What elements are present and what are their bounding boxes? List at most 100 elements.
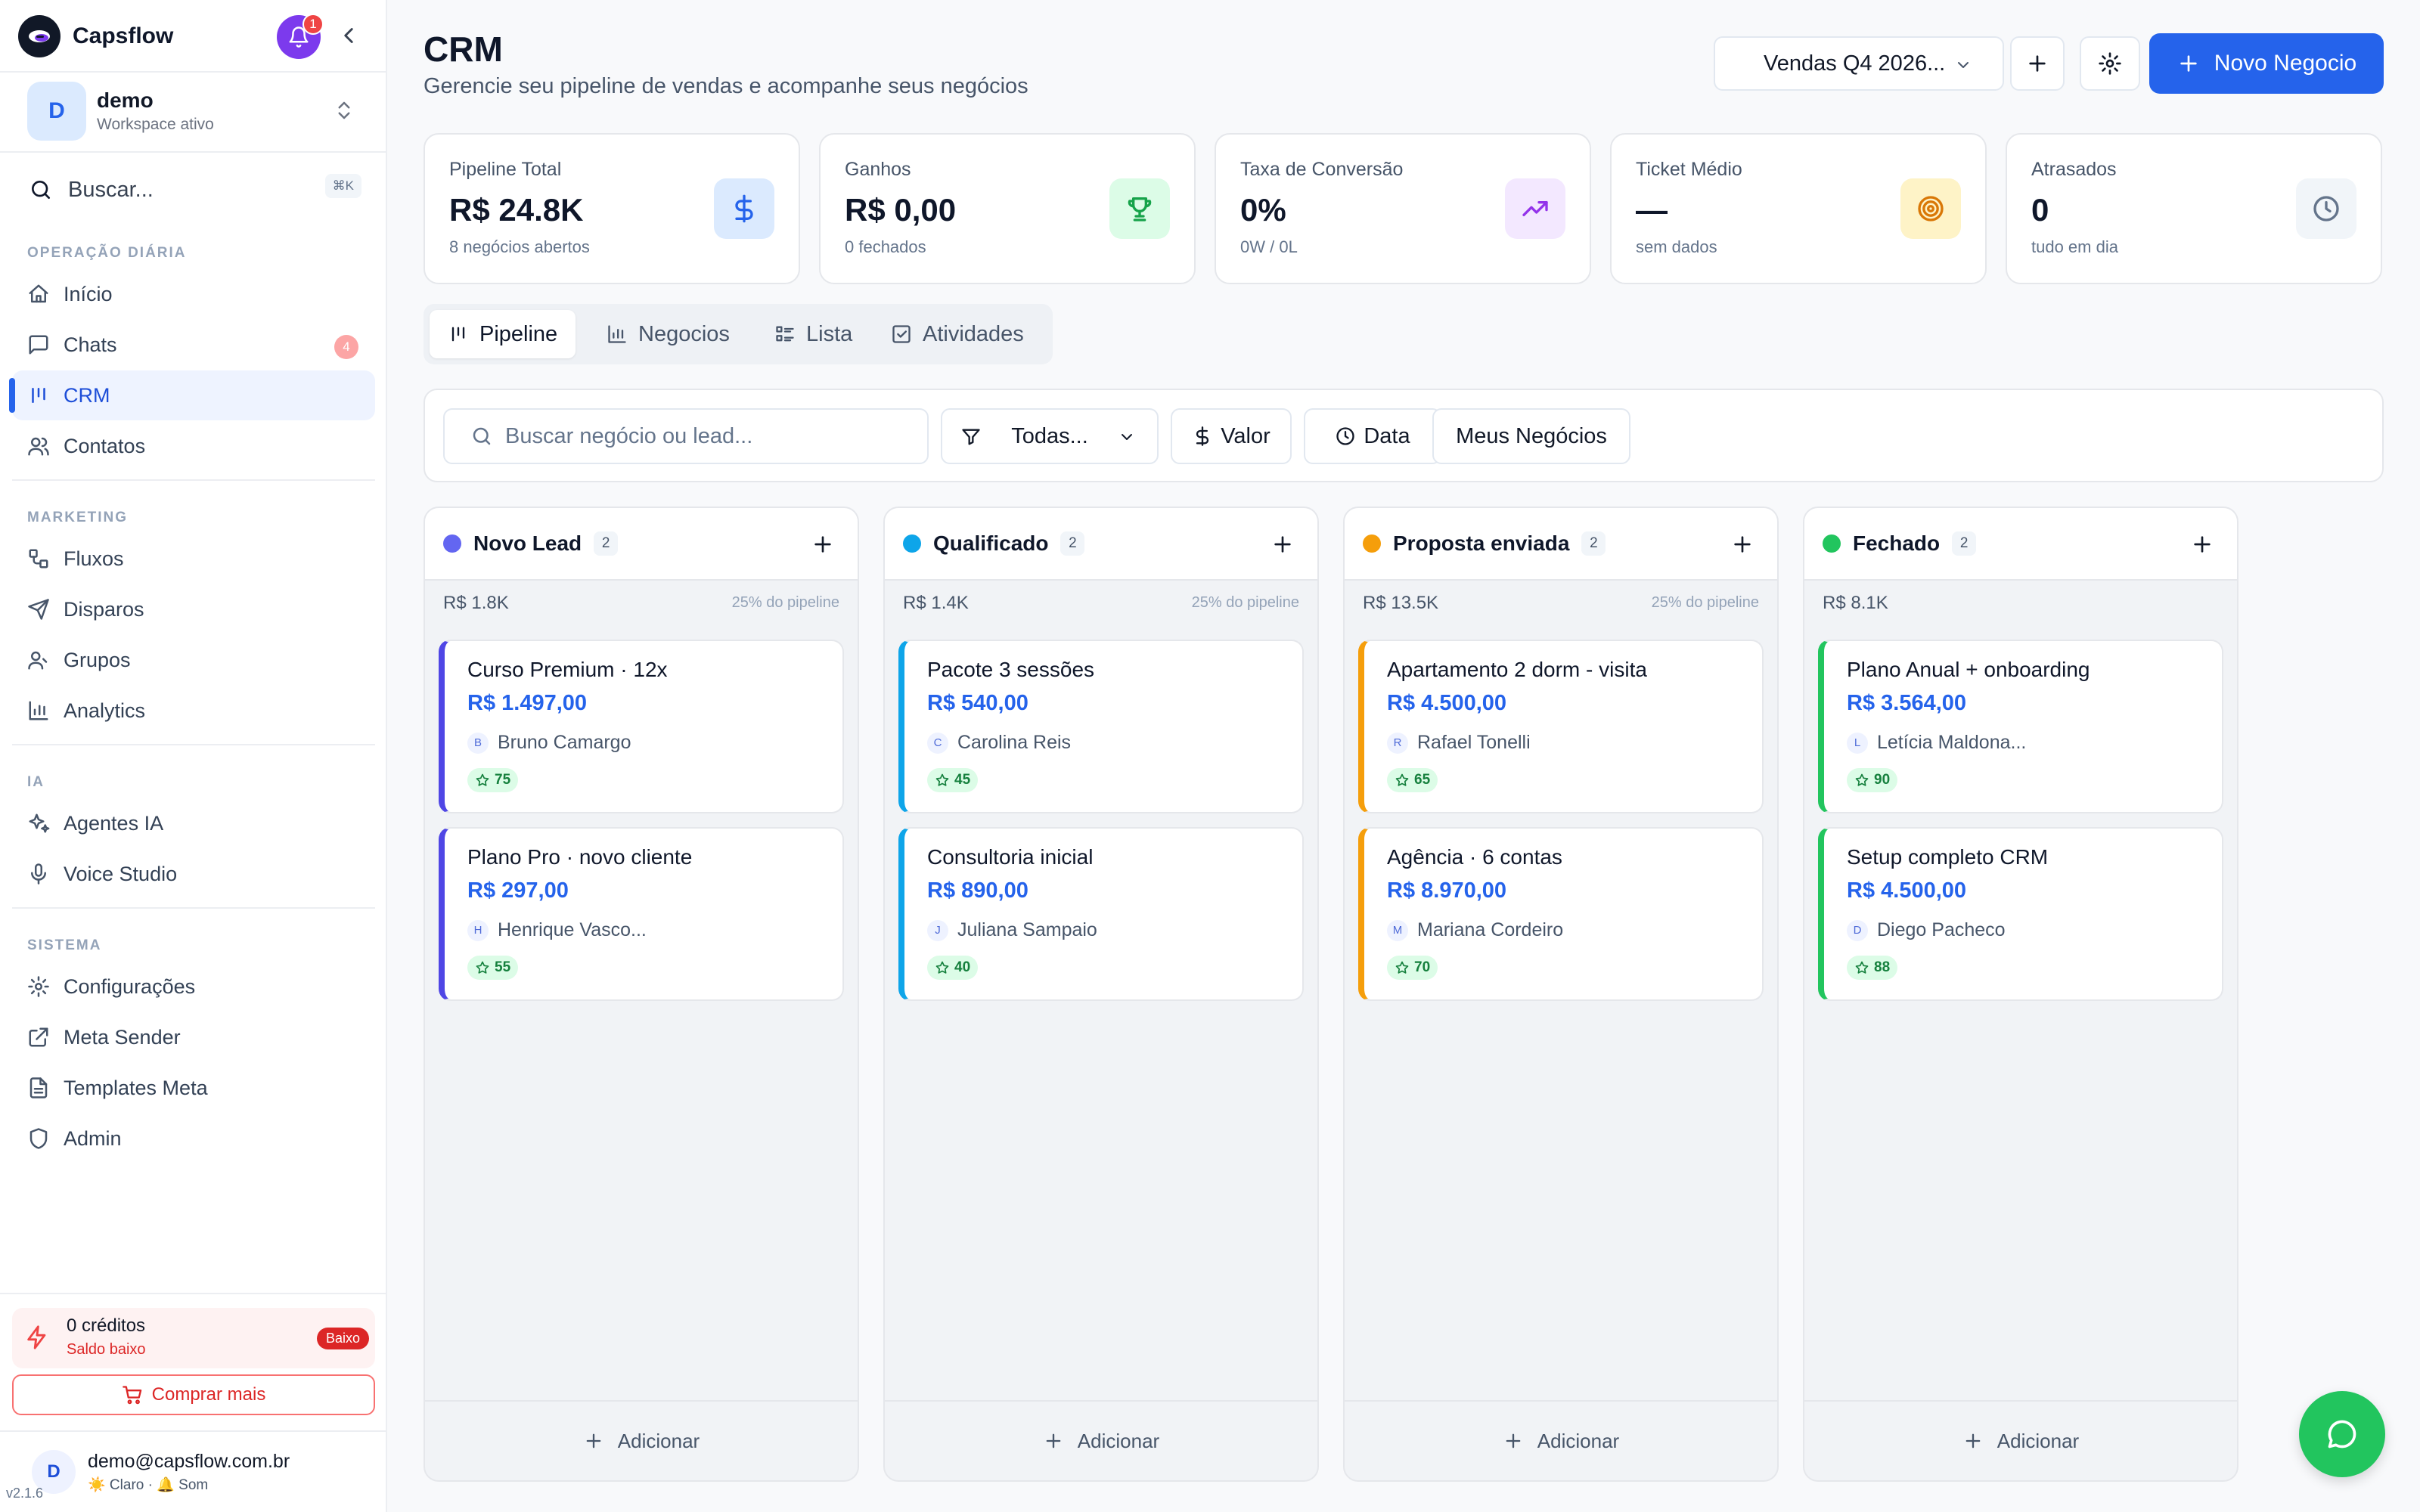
sidebar-item-meta-sender[interactable]: Meta Sender [12, 1012, 375, 1062]
tab-atividades[interactable]: Atividades [873, 310, 1042, 358]
my-deals-label: Meus Negócios [1456, 423, 1607, 448]
buy-credits-label: Comprar mais [151, 1384, 266, 1405]
add-pipeline-button[interactable] [2010, 36, 2065, 91]
notification-badge: 1 [302, 14, 324, 35]
add-deal-plus-icon[interactable] [1270, 532, 1295, 556]
sidebar-item-label: Templates Meta [64, 1076, 208, 1099]
deal-card[interactable]: Consultoria inicial R$ 890,00 J Juliana Sam… [898, 827, 1304, 1001]
sidebar-item-agentes-ia[interactable]: Agentes IA [12, 798, 375, 848]
divider [0, 1293, 387, 1294]
add-deal-label: Adicionar [1537, 1429, 1620, 1452]
lead-score: 40 [954, 959, 971, 975]
column-title: Fechado [1853, 531, 1941, 555]
global-search[interactable]: Buscar... ⌘K [29, 171, 361, 209]
buy-credits-button[interactable]: Comprar mais [12, 1374, 375, 1415]
user-email: demo@capsflow.com.br [88, 1450, 290, 1472]
sidebar-item-analytics[interactable]: Analytics [12, 686, 375, 736]
sidebar-item-templates-meta[interactable]: Templates Meta [12, 1063, 375, 1113]
add-deal-button[interactable]: Adicionar [1804, 1400, 2237, 1480]
column-pipeline-share: 25% do pipeline [1651, 594, 1759, 611]
stat-card-atrasados: Atrasados 0 tudo em dia [2006, 133, 2382, 284]
tab-negocios[interactable]: Negocios [588, 310, 748, 358]
lead-score-badge: 40 [927, 956, 979, 980]
sidebar-item-chats[interactable]: Chats 4 [12, 320, 375, 370]
search-icon [470, 425, 493, 448]
tab-label: Atividades [923, 321, 1024, 346]
pipeline-select[interactable]: Vendas Q4 2026... [1714, 36, 2004, 91]
user-profile[interactable]: D demo@capsflow.com.br ☀️ Claro · 🔔 Som [32, 1450, 290, 1494]
brand[interactable]: Capsflow [18, 15, 173, 57]
sidebar-item-contatos[interactable]: Contatos [12, 421, 375, 471]
credits-card: 0 créditos Saldo baixo Baixo [12, 1308, 375, 1368]
sidebar-item-fluxos[interactable]: Fluxos [12, 534, 375, 584]
add-deal-plus-icon[interactable] [811, 532, 835, 556]
new-deal-button[interactable]: Novo Negocio [2149, 33, 2384, 94]
deal-card[interactable]: Agência · 6 contas R$ 8.970,00 M Mariana Co… [1358, 827, 1764, 1001]
divider [0, 151, 387, 153]
add-deal-label: Adicionar [1077, 1429, 1160, 1452]
sidebar-item-admin[interactable]: Admin [12, 1114, 375, 1163]
plus-icon [2025, 51, 2049, 76]
sidebar-item-label: Configurações [64, 974, 196, 998]
contact-name: Rafael Tonelli [1417, 732, 1531, 753]
sidebar-item-crm[interactable]: CRM [9, 370, 375, 420]
sidebar-item-disparos[interactable]: Disparos [12, 584, 375, 634]
column-title: Proposta enviada [1393, 531, 1570, 555]
lead-score-badge: 65 [1387, 768, 1438, 792]
deal-card[interactable]: Setup completo CRM R$ 4.500,00 D Diego Pach… [1818, 827, 2223, 1001]
collapse-sidebar-icon[interactable] [336, 23, 361, 48]
add-deal-button[interactable]: Adicionar [425, 1400, 858, 1480]
stat-sub: 8 negócios abertos [449, 237, 590, 256]
tab-lista[interactable]: Lista [756, 310, 870, 358]
plus-icon [1503, 1430, 1524, 1452]
cart-icon [122, 1384, 143, 1405]
workspace-switcher[interactable]: D demo Workspace ativo [27, 82, 214, 141]
stat-value: R$ 24.8K [449, 192, 584, 228]
chevrons-up-down-icon[interactable] [333, 97, 355, 124]
view-tabs: Pipeline Negocios Lista Atividades [424, 304, 1053, 364]
stage-filter-select[interactable]: Todas... [941, 408, 1159, 464]
sidebar-item-voice-studio[interactable]: Voice Studio [12, 849, 375, 899]
value-sort-button[interactable]: Valor [1171, 408, 1292, 464]
add-deal-button[interactable]: Adicionar [885, 1400, 1317, 1480]
add-deal-button[interactable]: Adicionar [1345, 1400, 1777, 1480]
avatar: D [32, 1450, 76, 1494]
chevron-down-icon [1118, 428, 1136, 446]
deal-card[interactable]: Curso Premium · 12x R$ 1.497,00 B Bruno Cam… [439, 640, 844, 813]
trophy-icon [1109, 178, 1170, 239]
deal-contact: D Diego Pacheco [1847, 919, 2006, 941]
deal-card[interactable]: Plano Pro · novo cliente R$ 297,00 H Henriq… [439, 827, 844, 1001]
add-deal-plus-icon[interactable] [1730, 532, 1754, 556]
page-subtitle: Gerencie seu pipeline de vendas e acompa… [424, 74, 1028, 98]
section-title-marketing: MARKETING [27, 510, 129, 525]
search-shortcut: ⌘K [324, 174, 361, 198]
my-deals-button[interactable]: Meus Negócios [1432, 408, 1630, 464]
pipeline-settings-button[interactable] [2080, 36, 2140, 91]
column-count: 2 [594, 531, 619, 556]
deal-card[interactable]: Apartamento 2 dorm - visita R$ 4.500,00 R R… [1358, 640, 1764, 813]
chat-fab-button[interactable] [2299, 1391, 2385, 1477]
lead-score: 75 [495, 772, 511, 788]
stat-sub: tudo em dia [2031, 237, 2118, 256]
deal-value: R$ 4.500,00 [1387, 691, 1507, 715]
deal-card[interactable]: Pacote 3 sessões R$ 540,00 C Carolina Reis 4… [898, 640, 1304, 813]
kanban-icon [448, 324, 469, 345]
sidebar-item-inicio[interactable]: Início [12, 269, 375, 319]
deal-title: Pacote 3 sessões [927, 658, 1095, 681]
chat-icon [27, 333, 53, 356]
clock-icon [2296, 178, 2356, 239]
chats-count-badge: 4 [334, 335, 358, 359]
stat-card-ticket-medio: Ticket Médio — sem dados [1610, 133, 1987, 284]
date-sort-button[interactable]: Data [1304, 408, 1441, 464]
clock-icon [1335, 426, 1356, 447]
tab-pipeline[interactable]: Pipeline [430, 310, 576, 358]
deal-card[interactable]: Plano Anual + onboarding R$ 3.564,00 L Letí… [1818, 640, 2223, 813]
deal-value: R$ 1.497,00 [467, 691, 588, 715]
deal-search-input[interactable]: Buscar negócio ou lead... [443, 408, 929, 464]
plus-icon [583, 1430, 604, 1452]
sidebar-item-configuracoes[interactable]: Configurações [12, 962, 375, 1012]
sidebar-item-label: Voice Studio [64, 862, 178, 885]
sidebar-item-label: Agentes IA [64, 811, 164, 835]
add-deal-plus-icon[interactable] [2190, 532, 2214, 556]
sidebar-item-grupos[interactable]: Grupos [12, 635, 375, 685]
